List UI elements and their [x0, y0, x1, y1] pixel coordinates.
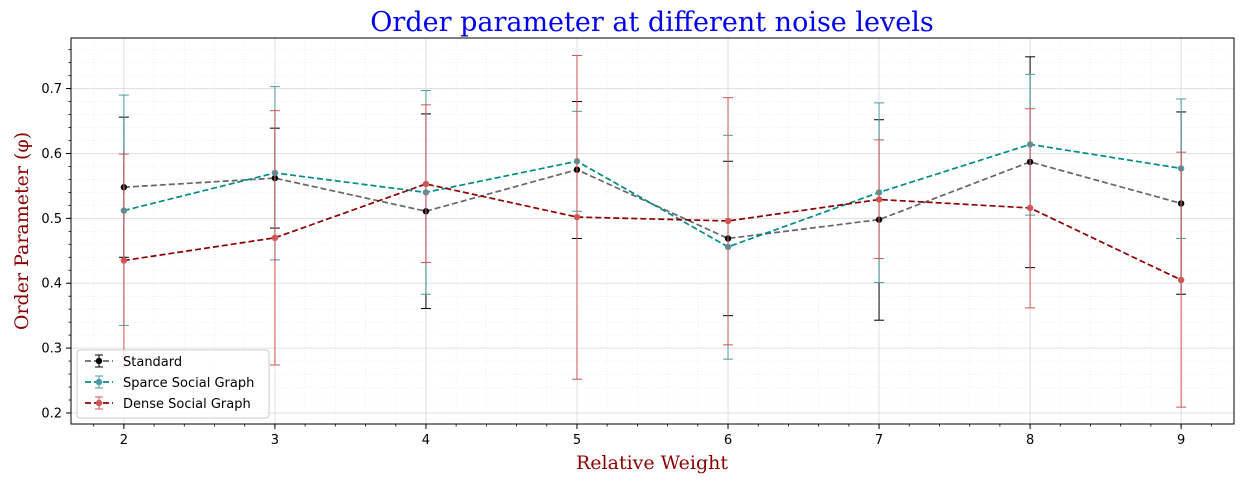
- legend-label-sparce: Sparce Social Graph: [123, 376, 254, 391]
- data-point: [1177, 276, 1185, 284]
- y-axis: 0.2 0.3 0.4 0.5 0.6 0.7: [41, 49, 71, 421]
- legend-marker: [95, 378, 103, 386]
- data-point: [724, 217, 732, 225]
- legend-entry-dense: Dense Social Graph: [85, 396, 251, 412]
- legend-label-dense: Dense Social Graph: [123, 397, 251, 412]
- data-point: [1026, 204, 1034, 212]
- x-tick-label: 5: [573, 433, 581, 448]
- data-point: [422, 180, 430, 188]
- y-axis-label: Order Parameter (φ): [11, 132, 33, 330]
- x-tick-label: 8: [1026, 433, 1034, 448]
- y-tick-label: 0.5: [41, 212, 62, 227]
- x-axis-label: Relative Weight: [576, 452, 728, 474]
- series-line-dense: [123, 183, 1182, 281]
- data-point: [120, 257, 128, 264]
- data-point: [573, 213, 581, 221]
- y-tick-label: 0.7: [41, 82, 62, 97]
- chart-title: Order parameter at different noise level…: [370, 7, 933, 38]
- series-layer: [118, 55, 1187, 408]
- legend-key-sparce: [85, 375, 113, 389]
- legend-entry-sparce: Sparce Social Graph: [85, 375, 254, 391]
- data-point: [875, 196, 883, 203]
- x-tick-label: 9: [1177, 433, 1185, 448]
- y-tick-label: 0.4: [41, 277, 62, 292]
- legend-key-standard: [85, 354, 113, 368]
- x-tick-label: 2: [120, 433, 128, 448]
- x-tick-label: 4: [422, 433, 430, 448]
- legend-marker: [95, 357, 103, 365]
- x-tick-label: 6: [724, 433, 732, 448]
- x-tick-label: 3: [271, 433, 279, 448]
- legend-key-dense: [85, 396, 113, 410]
- y-tick-label: 0.3: [41, 342, 62, 357]
- series-line-sparce: [123, 143, 1182, 248]
- legend: Standard Sparce Social Graph Dense Socia…: [76, 349, 270, 419]
- legend-marker: [95, 399, 103, 407]
- legend-label-standard: Standard: [123, 355, 182, 370]
- x-axis: 2 3 4 5 6 7 8 9: [93, 424, 1212, 448]
- x-tick-label: 7: [875, 433, 883, 448]
- legend-entry-standard: Standard: [85, 354, 182, 370]
- y-tick-label: 0.6: [41, 147, 62, 162]
- legend-frame: [76, 349, 270, 419]
- series-dense: [118, 55, 1187, 408]
- series-line-standard: [123, 161, 1182, 240]
- y-tick-label: 0.2: [41, 406, 62, 421]
- data-point: [271, 234, 279, 242]
